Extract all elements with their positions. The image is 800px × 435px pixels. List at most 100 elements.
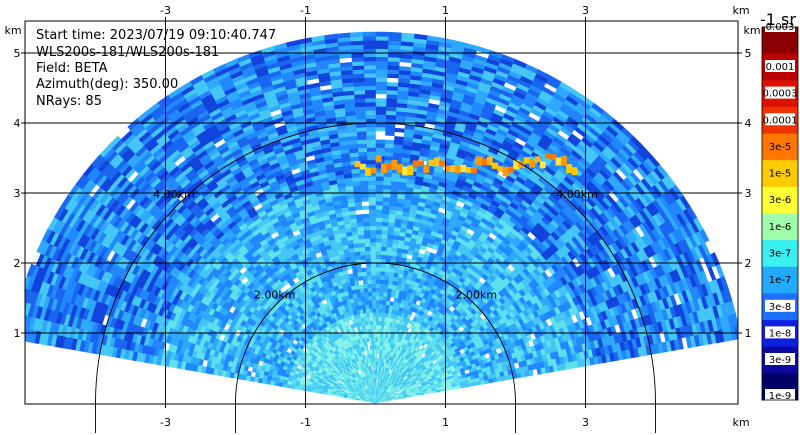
sector-cell: [380, 246, 387, 252]
sector-cell: [375, 175, 384, 181]
sector-cell: [378, 303, 383, 309]
sector-cell: [365, 118, 376, 124]
sector-cell: [362, 221, 370, 227]
sector-cell: [372, 324, 376, 330]
sector-cell: [378, 299, 384, 305]
sector-cell: [380, 233, 388, 239]
sector-cell: [369, 237, 376, 243]
sector-cell: [375, 307, 380, 313]
sector-cell: [367, 295, 373, 301]
sector-cell: [359, 176, 369, 182]
sector-cell: [365, 270, 372, 276]
sector-cell: [357, 143, 367, 149]
sector-cell: [375, 270, 381, 276]
sector-cell: [381, 303, 387, 310]
sector-cell: [366, 147, 376, 153]
sector-cell: [379, 274, 385, 280]
sector-cell: [380, 250, 387, 256]
sector-cell: [366, 274, 372, 280]
sector-cell: [368, 204, 376, 210]
sector-cell: [364, 93, 376, 99]
sector-cell: [368, 200, 376, 206]
sector-cell: [360, 192, 369, 198]
sector-cell: [375, 114, 386, 120]
sector-cell: [368, 221, 376, 227]
sector-cell: [383, 171, 392, 178]
sector-cell: [382, 295, 388, 301]
sector-cell: [375, 134, 386, 140]
sector-cell: [369, 229, 376, 235]
sector-cell: [366, 283, 372, 289]
sector-cell: [375, 60, 388, 66]
sector-cell: [381, 221, 389, 227]
sector-cell: [381, 209, 390, 215]
sector-cell: [375, 72, 388, 78]
sector-cell: [375, 118, 386, 124]
sector-cell: [375, 180, 384, 186]
sector-cell: [375, 299, 380, 305]
sector-cell: [383, 147, 394, 153]
sector-cell: [375, 311, 380, 317]
sector-cell: [361, 200, 369, 206]
sector-cell: [383, 279, 389, 285]
sector-cell: [369, 233, 376, 239]
sector-cell: [381, 229, 388, 235]
sector-cell: [363, 81, 376, 87]
sector-cell: [375, 85, 387, 91]
sector-cell: [359, 254, 366, 260]
sector-cell: [375, 81, 388, 87]
sector-cell: [366, 159, 376, 165]
radar-sector: [25, 31, 738, 404]
sector-cell: [384, 266, 391, 273]
sector-cell: [363, 237, 371, 243]
sector-cell: [375, 130, 386, 136]
sector-cell: [369, 250, 376, 256]
sector-cell: [361, 275, 368, 281]
sector-cell: [380, 316, 385, 322]
sector-cell: [380, 254, 387, 260]
sector-cell: [375, 303, 380, 309]
sector-cell: [368, 208, 376, 214]
sector-cell: [381, 225, 389, 231]
sector-cell: [361, 271, 367, 277]
sector-cell: [367, 175, 376, 181]
sector-cell: [378, 316, 382, 322]
sector-cell: [384, 271, 390, 277]
sector-cell: [375, 258, 381, 264]
sector-cell: [375, 217, 383, 223]
sector-cell: [366, 279, 372, 285]
sector-cell: [363, 72, 376, 78]
sector-cell: [378, 295, 384, 301]
sector-cell: [369, 246, 376, 251]
sector-cell: [371, 303, 376, 309]
sector-cell: [362, 31, 376, 37]
sector-cell: [362, 44, 376, 50]
sector-cell: [360, 196, 369, 202]
sector-cell: [371, 295, 376, 301]
sector-cell: [370, 266, 376, 272]
sector-cell: [365, 258, 371, 264]
sector-cell: [361, 204, 370, 211]
sector-cell: [380, 258, 386, 264]
sector-cell: [364, 105, 376, 111]
sector-cell: [370, 278, 376, 284]
sector-cell: [400, 32, 415, 39]
sector-cell: [363, 76, 376, 83]
sector-cell: [379, 279, 385, 285]
sector-cell: [378, 291, 384, 297]
sector-cell: [378, 307, 383, 313]
sector-cell: [362, 217, 370, 223]
sector-cell: [363, 68, 376, 74]
sector-cell: [375, 126, 386, 132]
sector-cell: [365, 114, 376, 120]
sector-cell: [362, 279, 368, 285]
sector-cell: [363, 241, 371, 248]
sector-cell: [359, 184, 369, 190]
sector-cell: [365, 134, 376, 140]
sector-cell: [369, 254, 376, 260]
sector-cell: [375, 295, 380, 301]
sector-cell: [375, 101, 387, 107]
sector-cell: [365, 126, 376, 132]
sector-cell: [371, 311, 376, 317]
